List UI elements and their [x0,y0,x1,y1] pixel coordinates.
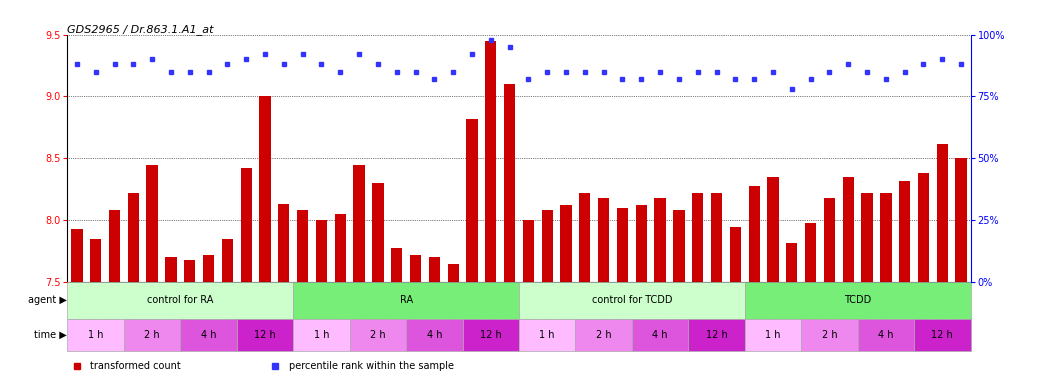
Bar [745,319,801,351]
Text: transformed count: transformed count [90,361,181,371]
Bar [350,319,406,351]
Bar [635,205,647,282]
Bar [373,183,383,282]
Bar [575,319,632,351]
Bar [410,255,421,282]
Text: GDS2965 / Dr.863.1.A1_at: GDS2965 / Dr.863.1.A1_at [67,24,214,35]
Bar [293,319,350,351]
Bar [202,255,214,282]
Text: agent ▶: agent ▶ [28,295,66,306]
Text: RA: RA [400,295,413,306]
Text: control for TCDD: control for TCDD [592,295,673,306]
Bar [519,282,745,319]
Text: time ▶: time ▶ [33,330,66,340]
Bar [406,319,463,351]
Bar [67,282,294,319]
Text: 1 h: 1 h [540,330,555,340]
Bar [674,210,684,282]
Bar [805,223,816,282]
Bar [241,168,252,282]
Bar [165,257,176,282]
Bar [353,165,364,282]
Bar [936,144,948,282]
Bar [109,210,120,282]
Bar [843,177,854,282]
Text: 1 h: 1 h [765,330,781,340]
Bar [899,181,910,282]
Bar [503,84,515,282]
Bar [260,96,271,282]
Bar [463,319,519,351]
Bar [711,193,722,282]
Bar [801,319,857,351]
Bar [447,264,459,282]
Bar [745,282,971,319]
Bar [632,319,688,351]
Text: 12 h: 12 h [931,330,953,340]
Text: TCDD: TCDD [844,295,871,306]
Text: 4 h: 4 h [878,330,894,340]
Text: control for RA: control for RA [147,295,214,306]
Bar [857,319,914,351]
Bar [128,193,139,282]
Text: 12 h: 12 h [706,330,728,340]
Bar [617,208,628,282]
Bar [184,260,195,282]
Bar [542,210,553,282]
Bar [598,198,609,282]
Bar [146,165,158,282]
Bar [824,198,836,282]
Bar [391,248,403,282]
Bar [918,173,929,282]
Text: 2 h: 2 h [371,330,386,340]
Bar [222,239,233,282]
Text: 4 h: 4 h [652,330,667,340]
Bar [334,214,346,282]
Bar [485,41,496,282]
Bar [579,193,591,282]
Text: 12 h: 12 h [480,330,501,340]
Text: 4 h: 4 h [427,330,442,340]
Bar [90,239,102,282]
Bar [519,319,575,351]
Bar [692,193,704,282]
Text: percentile rank within the sample: percentile rank within the sample [289,361,454,371]
Text: 4 h: 4 h [200,330,216,340]
Bar [786,243,797,282]
Bar [862,193,873,282]
Bar [688,319,745,351]
Bar [72,229,83,282]
Bar [293,282,519,319]
Bar [278,204,290,282]
Bar [748,185,760,282]
Bar [880,193,892,282]
Bar [914,319,971,351]
Text: 2 h: 2 h [822,330,838,340]
Text: 12 h: 12 h [254,330,276,340]
Bar [237,319,294,351]
Bar [316,220,327,282]
Bar [955,158,966,282]
Bar [181,319,237,351]
Bar [767,177,778,282]
Text: 2 h: 2 h [144,330,160,340]
Bar [466,119,477,282]
Bar [297,210,308,282]
Text: 1 h: 1 h [313,330,329,340]
Bar [67,319,124,351]
Bar [429,257,440,282]
Text: 2 h: 2 h [596,330,611,340]
Bar [124,319,181,351]
Text: 1 h: 1 h [88,330,104,340]
Bar [523,220,535,282]
Bar [654,198,665,282]
Bar [561,205,572,282]
Bar [730,227,741,282]
